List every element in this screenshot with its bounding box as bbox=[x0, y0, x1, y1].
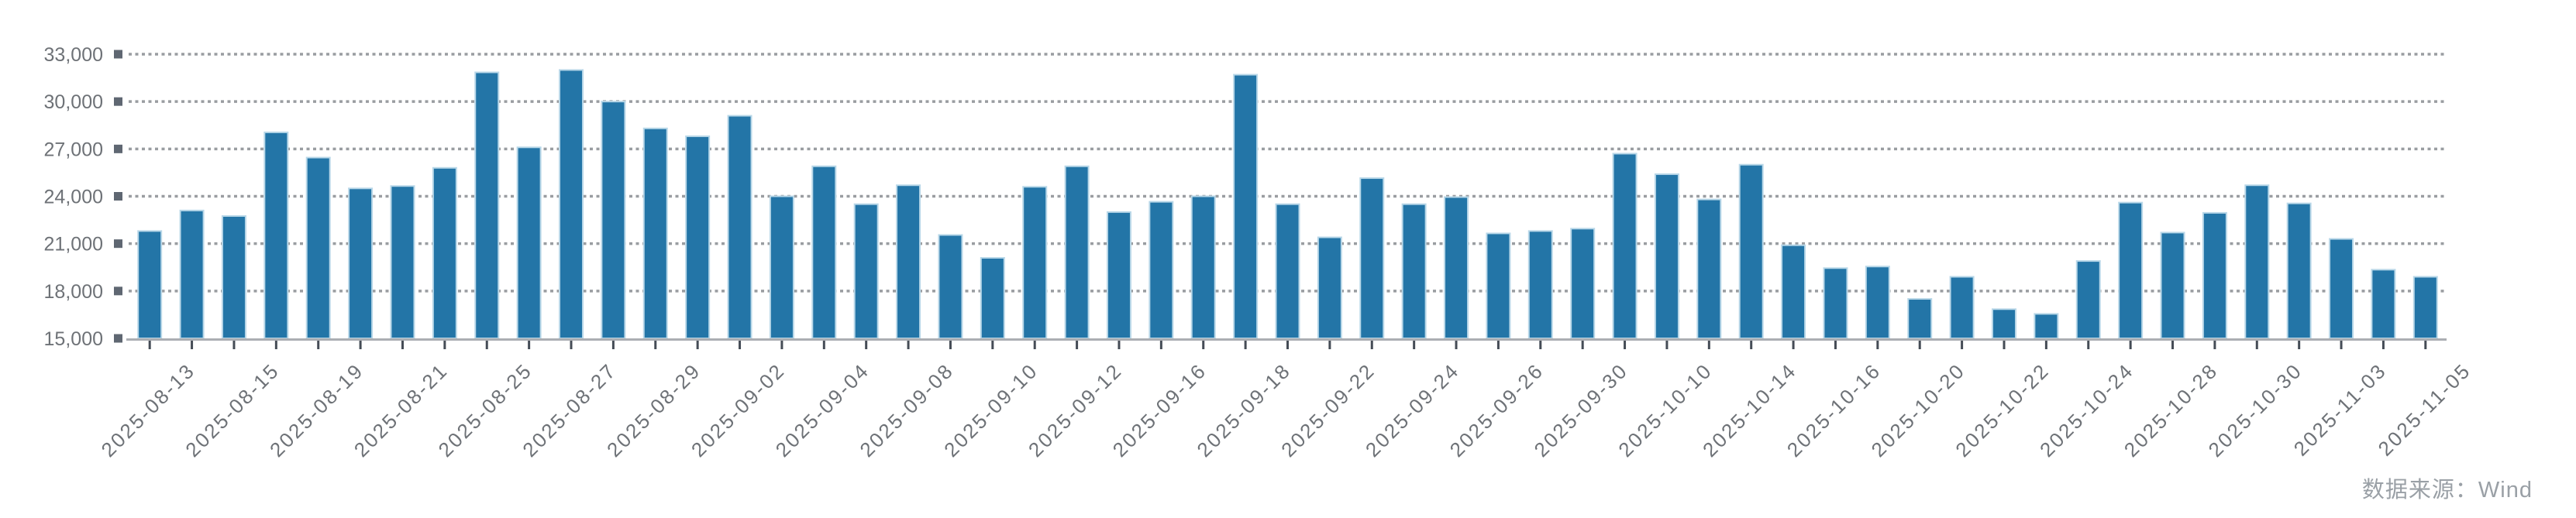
y-axis-tick-marker bbox=[114, 144, 122, 153]
bar bbox=[1149, 201, 1174, 339]
bar bbox=[559, 69, 584, 339]
bar bbox=[2412, 276, 2438, 340]
bar bbox=[1064, 165, 1090, 339]
y-axis-label: 24,000 bbox=[44, 187, 103, 208]
bar bbox=[1359, 177, 1385, 339]
bar bbox=[1612, 153, 1638, 339]
bar bbox=[1823, 267, 1848, 339]
bar bbox=[1865, 266, 1890, 340]
y-axis-tick-marker bbox=[114, 97, 122, 106]
bar bbox=[1401, 203, 1427, 340]
bar bbox=[1570, 228, 1596, 339]
bar bbox=[1486, 232, 1511, 339]
data-source-label: 数据来源：Wind bbox=[2361, 478, 2533, 503]
bar bbox=[727, 115, 752, 339]
bar bbox=[642, 127, 668, 339]
bar bbox=[1317, 236, 1342, 339]
bar bbox=[137, 230, 163, 339]
bar bbox=[1106, 211, 1131, 339]
bar bbox=[2286, 202, 2312, 339]
bar bbox=[1949, 276, 1975, 340]
bar bbox=[1696, 198, 1722, 340]
bar bbox=[601, 101, 626, 340]
bar bbox=[1444, 196, 1469, 339]
bar bbox=[896, 184, 921, 339]
bar bbox=[2202, 211, 2227, 339]
y-axis-tick-marker bbox=[114, 286, 122, 296]
y-axis-tick-marker bbox=[114, 192, 122, 201]
bar bbox=[1527, 230, 1553, 339]
y-axis-label: 18,000 bbox=[44, 281, 103, 303]
bar bbox=[980, 257, 1005, 339]
bar bbox=[938, 234, 963, 340]
bar bbox=[685, 136, 711, 339]
bar bbox=[1022, 186, 1048, 339]
y-axis-label: 21,000 bbox=[44, 234, 103, 256]
bar bbox=[2244, 184, 2270, 339]
bar bbox=[348, 187, 374, 339]
bar bbox=[516, 146, 542, 339]
bar bbox=[1654, 173, 1679, 339]
bar bbox=[179, 209, 205, 339]
y-axis-tick-marker bbox=[114, 239, 122, 249]
y-axis-tick-marker bbox=[114, 334, 122, 343]
bar bbox=[811, 165, 837, 339]
bar bbox=[2329, 238, 2354, 339]
bar bbox=[263, 131, 289, 340]
bar bbox=[2160, 232, 2185, 339]
bar bbox=[1275, 203, 1300, 340]
bar bbox=[2371, 269, 2396, 339]
y-axis-label: 15,000 bbox=[44, 328, 103, 350]
y-axis-label: 33,000 bbox=[44, 44, 103, 66]
bar bbox=[1190, 195, 1216, 339]
bar bbox=[432, 166, 457, 339]
bar bbox=[853, 203, 879, 340]
y-axis-label: 27,000 bbox=[44, 139, 103, 160]
bar bbox=[2075, 260, 2101, 340]
bar bbox=[474, 71, 500, 339]
bar bbox=[1991, 308, 2016, 339]
bar bbox=[2034, 313, 2059, 339]
bar bbox=[1781, 244, 1806, 340]
bar bbox=[769, 195, 794, 339]
bar bbox=[1907, 298, 1933, 339]
bar bbox=[1738, 163, 1764, 339]
bar bbox=[390, 185, 415, 339]
bar bbox=[1233, 74, 1259, 339]
bar bbox=[305, 156, 331, 339]
bar bbox=[2118, 201, 2144, 339]
bar bbox=[221, 214, 246, 339]
y-axis-label: 30,000 bbox=[44, 91, 103, 113]
y-axis-tick-marker bbox=[114, 50, 122, 59]
